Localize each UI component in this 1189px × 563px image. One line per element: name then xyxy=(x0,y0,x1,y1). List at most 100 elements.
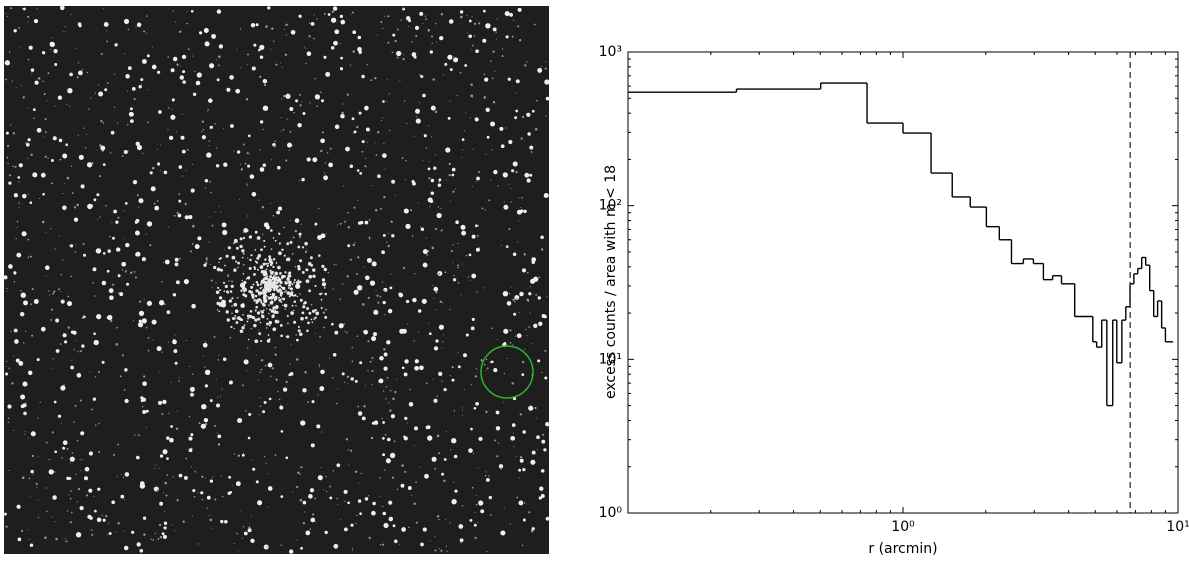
star xyxy=(58,288,61,291)
star xyxy=(421,298,427,304)
star xyxy=(182,80,186,84)
star xyxy=(162,492,164,494)
star xyxy=(69,72,73,77)
cluster-star xyxy=(254,310,257,312)
star xyxy=(308,22,311,24)
star xyxy=(110,319,113,323)
star xyxy=(223,249,225,251)
star xyxy=(166,474,169,476)
star xyxy=(434,467,437,470)
star xyxy=(27,157,29,159)
star xyxy=(461,230,467,236)
star xyxy=(380,21,383,24)
star xyxy=(28,477,31,480)
star xyxy=(202,128,205,131)
cluster-star xyxy=(272,237,275,239)
cluster-star xyxy=(273,289,276,292)
star xyxy=(75,473,77,476)
cluster-star xyxy=(257,291,262,295)
star xyxy=(522,467,526,472)
star xyxy=(110,130,115,135)
cluster-star xyxy=(280,286,283,289)
cluster-star xyxy=(262,278,266,281)
star xyxy=(358,111,362,115)
star xyxy=(388,402,390,404)
star xyxy=(258,199,260,201)
star xyxy=(441,380,443,382)
star xyxy=(345,331,348,334)
star xyxy=(278,398,281,401)
star xyxy=(371,369,374,373)
star xyxy=(251,459,253,461)
cluster-star xyxy=(256,236,261,240)
star xyxy=(442,302,444,304)
star xyxy=(453,274,455,277)
star xyxy=(73,206,77,209)
star xyxy=(464,388,466,390)
star xyxy=(28,45,33,50)
star xyxy=(98,91,104,97)
star xyxy=(491,149,493,151)
star xyxy=(508,292,511,295)
cluster-star xyxy=(279,323,283,327)
star xyxy=(53,48,58,54)
star xyxy=(230,284,234,288)
star xyxy=(178,473,183,478)
star xyxy=(190,392,194,397)
star xyxy=(425,18,427,20)
star xyxy=(76,203,79,207)
star xyxy=(59,158,62,161)
star xyxy=(475,247,480,252)
star xyxy=(413,444,415,446)
star xyxy=(145,426,147,428)
star xyxy=(390,414,396,419)
star xyxy=(51,516,53,518)
star xyxy=(69,456,75,462)
star xyxy=(363,329,369,335)
cluster-star xyxy=(255,305,258,309)
star xyxy=(6,144,10,147)
star xyxy=(382,27,384,30)
star xyxy=(151,319,157,325)
star xyxy=(512,432,514,434)
star xyxy=(459,71,462,74)
cluster-star xyxy=(231,255,236,260)
star xyxy=(160,144,162,146)
star xyxy=(269,202,272,204)
star xyxy=(323,55,327,59)
star xyxy=(6,287,8,290)
star xyxy=(438,518,440,521)
star xyxy=(127,28,130,31)
star xyxy=(259,371,261,373)
star xyxy=(44,131,47,133)
star xyxy=(444,62,448,66)
cluster-star xyxy=(321,292,323,295)
star xyxy=(70,275,72,278)
star xyxy=(27,58,30,61)
star xyxy=(515,170,518,174)
star xyxy=(440,208,442,210)
star xyxy=(3,275,8,280)
star xyxy=(166,310,171,315)
cluster-star xyxy=(286,314,289,318)
cluster-star xyxy=(267,283,270,286)
star xyxy=(475,224,478,228)
star xyxy=(123,545,129,551)
cluster-star xyxy=(290,311,294,315)
star xyxy=(446,179,448,181)
star xyxy=(261,233,264,235)
star xyxy=(352,550,353,552)
star xyxy=(51,431,54,434)
star xyxy=(434,535,436,537)
star xyxy=(175,427,179,430)
star xyxy=(209,181,211,183)
star xyxy=(52,292,55,295)
star xyxy=(108,532,112,535)
star xyxy=(493,368,498,373)
star xyxy=(352,30,357,35)
star xyxy=(5,366,7,368)
star xyxy=(481,207,484,210)
star xyxy=(231,485,233,487)
star xyxy=(522,115,525,119)
star xyxy=(422,23,424,25)
